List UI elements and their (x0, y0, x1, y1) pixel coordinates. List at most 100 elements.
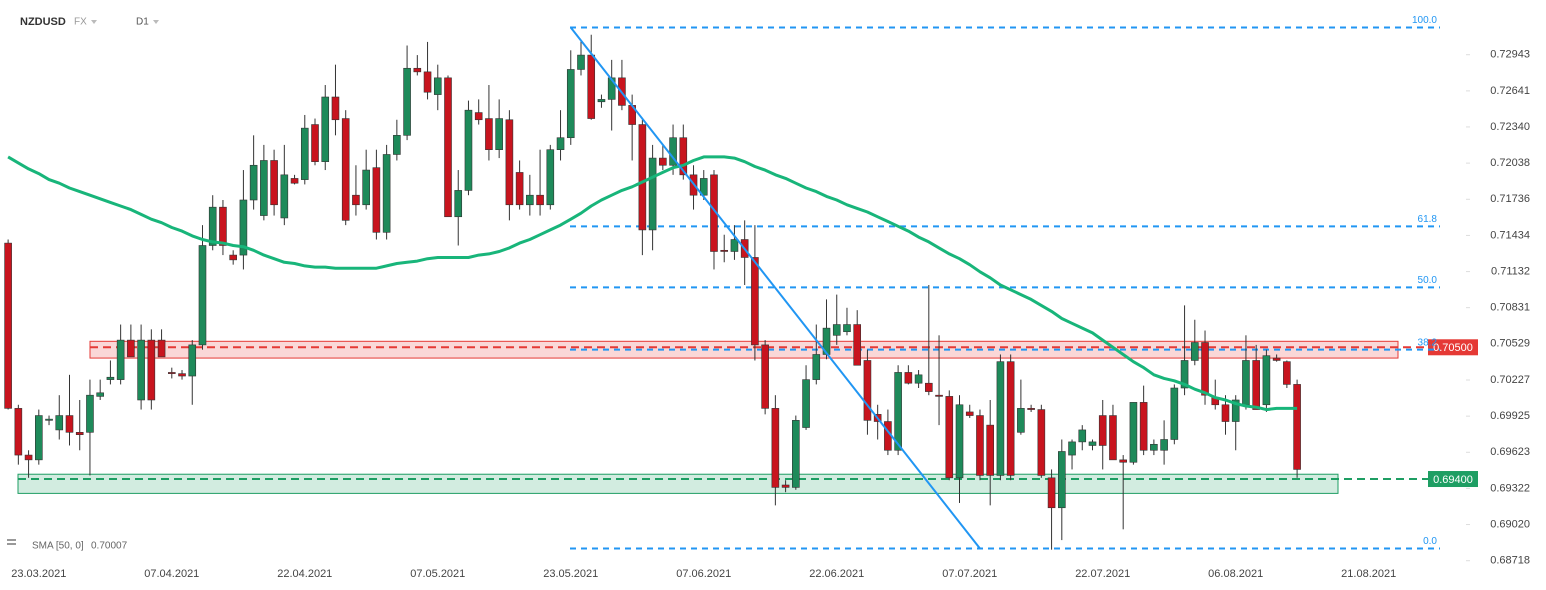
candle-body (137, 339, 145, 401)
candle-body (945, 396, 954, 479)
x-tick-label: 07.06.2021 (676, 568, 731, 580)
y-tick-label: 0.69925 (1490, 410, 1530, 422)
candle-body (1262, 355, 1271, 406)
candle-body (1129, 402, 1138, 463)
candle-body (1201, 342, 1209, 396)
candle-body (1017, 408, 1025, 433)
candle-body (382, 154, 391, 233)
sma-line (7, 155, 1298, 412)
candle-body (413, 67, 422, 73)
y-tick-label: 0.70529 (1490, 338, 1530, 350)
candle-body (587, 54, 596, 119)
candle-body (832, 324, 841, 336)
candle-body (239, 199, 248, 256)
legend: SMA [50, 0] 0.70007 (7, 539, 128, 552)
level-tag (1428, 339, 1478, 356)
legend-icon (7, 539, 16, 541)
interval[interactable]: D1 (136, 17, 149, 28)
candle-body (1119, 459, 1127, 463)
candle-body (1180, 360, 1189, 389)
candle-body (505, 119, 514, 206)
candle-body (260, 160, 268, 216)
x-tick-label: 07.05.2021 (410, 568, 465, 580)
trendline (569, 26, 981, 550)
candle-body (280, 174, 289, 219)
candle-body (178, 373, 186, 377)
candle-body (802, 379, 810, 428)
candle-body (147, 339, 156, 401)
x-tick-label: 07.04.2021 (144, 568, 199, 580)
candle-body (4, 242, 12, 409)
candle-body (249, 164, 258, 201)
x-tick-label: 21.08.2021 (1341, 568, 1396, 580)
x-tick-label: 22.04.2021 (277, 568, 332, 580)
candle-body (986, 424, 994, 476)
candle-body (730, 239, 739, 252)
candle-body (925, 382, 933, 392)
candle-body (362, 169, 370, 206)
candle-body (444, 77, 452, 218)
candle-body (699, 178, 708, 196)
x-tick-label: 06.08.2021 (1208, 568, 1263, 580)
candle-body (1272, 357, 1281, 361)
candle-body (607, 77, 616, 100)
candle-body (1037, 409, 1046, 476)
dropdown-arrow[interactable] (153, 20, 159, 24)
candle-body (935, 394, 943, 397)
y-tick-label: 0.71132 (1491, 266, 1530, 278)
candle-body (106, 376, 115, 380)
candle-body (751, 257, 759, 346)
candle-body (1088, 441, 1097, 446)
candle-body (188, 344, 197, 377)
candle-body (1293, 384, 1301, 470)
y-tick-label: 0.69322 (1490, 482, 1530, 494)
candle-body (955, 404, 964, 479)
candle-body (566, 69, 575, 139)
candle-body (157, 339, 166, 358)
candle-body (577, 54, 585, 70)
candle-body (45, 418, 53, 421)
candle-body (1231, 399, 1240, 422)
fib-label: 0.0 (1423, 536, 1437, 547)
candle-body (965, 411, 974, 416)
candle-body (1190, 342, 1199, 361)
x-tick-label: 22.06.2021 (809, 568, 864, 580)
legend-value: 0.70007 (91, 541, 128, 552)
symbol[interactable]: NZDUSD (20, 16, 66, 28)
candle-body (1252, 360, 1260, 410)
market: FX (74, 17, 87, 28)
y-tick-label: 0.70227 (1490, 374, 1530, 386)
candle-body (464, 109, 473, 191)
candle-body (331, 96, 340, 121)
candle-body (290, 178, 299, 184)
candle-body (638, 124, 647, 231)
candle-body (904, 372, 913, 384)
candle-body (894, 372, 902, 451)
candle-body (515, 172, 524, 206)
candle-body (341, 118, 350, 221)
dropdown-arrow[interactable] (91, 20, 97, 24)
candle-body (1139, 402, 1148, 451)
candle-body (352, 194, 360, 206)
candle-body (659, 157, 667, 166)
x-tick-label: 22.07.2021 (1075, 568, 1130, 580)
candle-body (423, 71, 432, 93)
candle-body (843, 324, 851, 333)
level-label: 0.70500 (1433, 342, 1473, 354)
candle-body (454, 190, 463, 218)
candle-body (433, 77, 442, 95)
legend-icon (7, 543, 16, 545)
x-tick-label: 07.07.2021 (942, 568, 997, 580)
candle-body (495, 118, 503, 150)
candle-body (1221, 404, 1230, 422)
candle-body (86, 394, 94, 433)
candle-body (1058, 451, 1066, 509)
candle-body (781, 484, 790, 488)
x-tick-label: 23.03.2021 (11, 568, 66, 580)
y-tick-label: 0.69623 (1490, 446, 1530, 458)
candle-body (96, 392, 104, 397)
candle-body (208, 206, 217, 246)
candle-body (1068, 441, 1076, 456)
candle-body (648, 157, 657, 231)
